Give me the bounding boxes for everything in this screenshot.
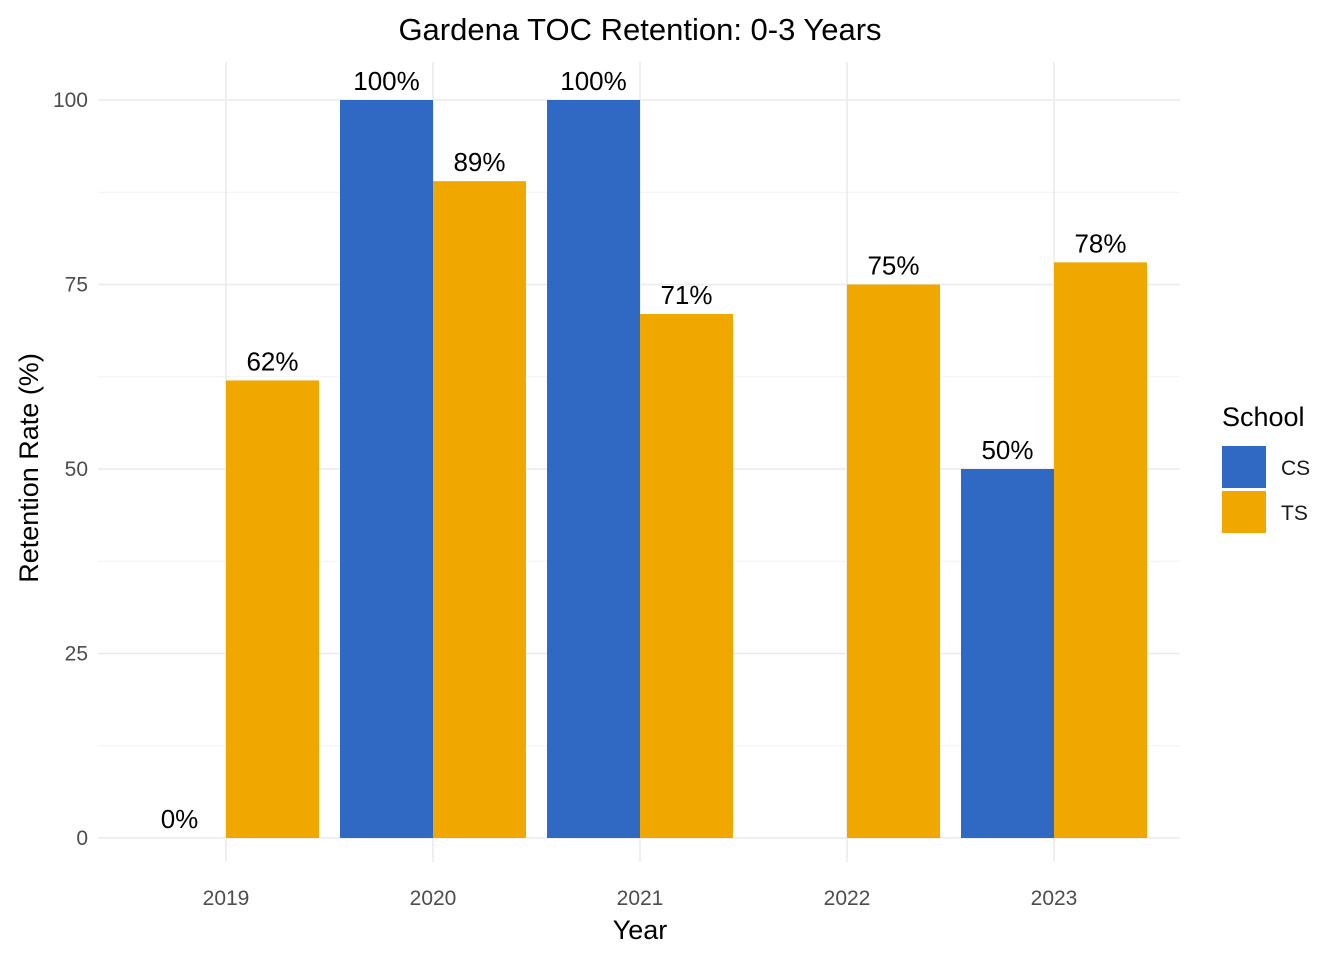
y-tick-label: 0 [76, 827, 88, 850]
axes: 0 25 50 75 100 2019 2020 2021 2022 2023 [53, 89, 1077, 910]
x-axis-title: Year [613, 915, 668, 945]
y-axis-title: Retention Rate (%) [14, 353, 44, 583]
chart-title: Gardena TOC Retention: 0-3 Years [398, 12, 881, 47]
data-label-ts-2020: 89% [453, 147, 505, 177]
data-label-cs-2020: 100% [353, 66, 420, 96]
bar-ts-2020 [433, 181, 526, 838]
data-label-ts-2022: 75% [867, 251, 919, 281]
x-tick-label: 2020 [410, 887, 457, 910]
data-label-ts-2019: 62% [246, 346, 298, 376]
x-tick-label: 2022 [824, 887, 871, 910]
legend: School CS TS [1222, 402, 1310, 533]
bar-ts-2021 [640, 314, 733, 838]
x-tick-label: 2019 [203, 887, 250, 910]
y-tick-label: 75 [65, 274, 88, 297]
data-label-ts-2021: 71% [660, 280, 712, 310]
legend-label-ts: TS [1281, 502, 1308, 525]
data-labels: 0% 100% 100% 50% 62% 89% 71% 75% 78% [161, 66, 1127, 834]
data-label-cs-2023: 50% [981, 435, 1033, 465]
bar-cs-2020 [340, 100, 433, 838]
x-tick-label: 2021 [617, 887, 664, 910]
y-tick-label: 50 [65, 458, 88, 481]
bar-cs-2021 [547, 100, 640, 838]
bars [226, 100, 1147, 838]
data-label-cs-2021: 100% [560, 66, 627, 96]
y-tick-label: 25 [65, 643, 88, 666]
legend-title: School [1222, 402, 1305, 432]
bar-cs-2023 [961, 469, 1054, 838]
legend-key-cs [1222, 446, 1266, 488]
y-tick-label: 100 [53, 89, 88, 112]
bar-ts-2022 [847, 284, 940, 838]
bar-ts-2023 [1054, 262, 1147, 838]
x-tick-label: 2023 [1031, 887, 1078, 910]
data-label-ts-2023: 78% [1074, 228, 1126, 258]
legend-key-ts [1222, 491, 1266, 533]
data-label-cs-2019: 0% [161, 804, 199, 834]
legend-label-cs: CS [1281, 457, 1310, 480]
bar-ts-2019 [226, 380, 319, 838]
